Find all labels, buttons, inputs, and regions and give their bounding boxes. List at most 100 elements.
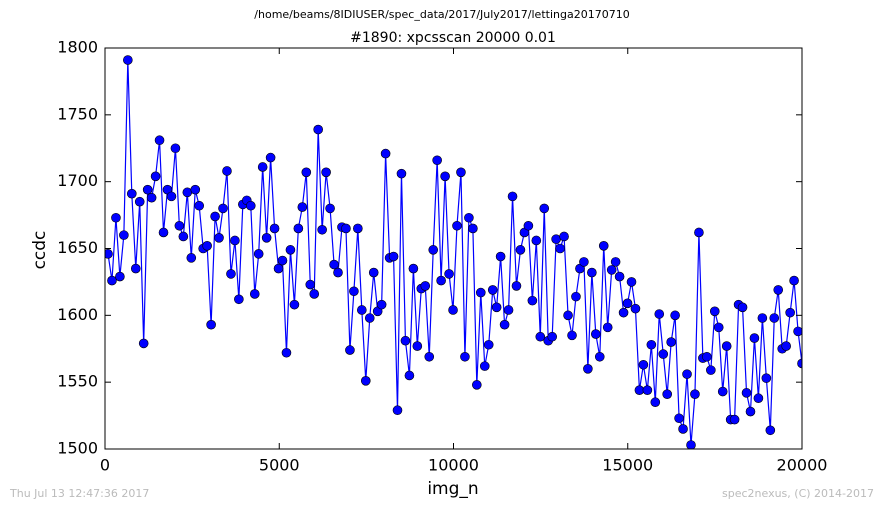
data-point <box>495 251 506 262</box>
data-point <box>618 307 629 318</box>
y-tick-label: 1800 <box>57 38 98 57</box>
data-point <box>392 405 403 416</box>
data-point <box>456 167 466 178</box>
data-point <box>432 155 442 166</box>
data-point <box>479 361 490 371</box>
data-point <box>341 223 351 234</box>
data-point <box>567 330 577 341</box>
data-point <box>666 337 676 347</box>
data-point <box>452 220 462 231</box>
data-point <box>329 259 339 270</box>
data-point <box>214 233 224 243</box>
data-point <box>606 265 617 275</box>
data-point <box>230 235 240 246</box>
data-point <box>709 306 720 317</box>
data-point <box>475 287 486 298</box>
data-point <box>170 143 181 154</box>
data-point <box>650 397 661 408</box>
data-point <box>174 220 185 231</box>
y-tick-label: 1650 <box>57 238 98 257</box>
data-point <box>123 55 133 65</box>
data-point <box>551 234 561 244</box>
data-point <box>674 413 684 424</box>
data-point <box>555 243 565 254</box>
y-tick-label: 1700 <box>57 171 98 190</box>
data-point <box>285 245 296 255</box>
data-point <box>226 269 236 279</box>
data-point <box>313 124 323 135</box>
data-point <box>218 203 228 214</box>
data-point <box>265 152 276 163</box>
data-point <box>273 263 284 274</box>
data-point <box>448 305 458 315</box>
x-tick-label: 0 <box>100 456 110 475</box>
y-axis-label: ccdc <box>30 231 50 270</box>
data-point <box>178 231 189 242</box>
data-point <box>119 230 129 240</box>
data-point <box>182 187 193 198</box>
x-tick-label: 10000 <box>428 456 479 475</box>
data-point <box>610 257 621 267</box>
data-point <box>261 233 272 243</box>
data-point <box>150 171 161 182</box>
data-point <box>222 166 232 176</box>
data-point <box>154 135 165 146</box>
data-point <box>277 255 288 266</box>
data-point <box>547 331 557 342</box>
data-point <box>130 263 141 274</box>
data-point <box>753 393 764 404</box>
data-point <box>535 331 546 342</box>
data-point <box>706 365 716 375</box>
data-point <box>670 310 680 321</box>
data-point <box>741 388 752 398</box>
data-point <box>249 289 260 299</box>
x-axis-label: img_n <box>427 479 478 499</box>
data-point <box>464 212 474 223</box>
data-point <box>404 370 415 381</box>
data-point <box>773 285 784 295</box>
y-tick-label: 1750 <box>57 104 98 123</box>
data-point <box>360 376 371 386</box>
data-point <box>357 305 367 315</box>
data-point <box>749 333 760 343</box>
data-point <box>487 285 498 295</box>
data-point <box>257 162 268 172</box>
data-point <box>614 271 625 282</box>
data-point <box>694 227 704 238</box>
data-point <box>269 223 280 234</box>
data-point <box>388 251 399 262</box>
data-point <box>797 358 802 369</box>
data-point <box>349 286 359 297</box>
plot-area <box>105 55 802 449</box>
data-point <box>107 275 117 286</box>
data-point <box>662 389 673 399</box>
data-point <box>253 249 264 259</box>
data-point <box>602 322 613 333</box>
data-point <box>531 235 542 246</box>
data-point <box>622 298 633 309</box>
data-point <box>757 313 768 323</box>
data-point <box>785 307 795 318</box>
data-point <box>301 167 312 178</box>
data-point <box>146 192 157 203</box>
data-point <box>436 275 446 286</box>
data-point <box>686 440 696 449</box>
data-point <box>721 341 732 351</box>
data-point <box>594 351 605 362</box>
data-point <box>134 196 145 207</box>
data-point <box>297 202 308 212</box>
data-point <box>309 289 320 299</box>
data-point <box>245 200 256 211</box>
data-point <box>428 245 439 255</box>
data-point <box>289 299 300 310</box>
data-point <box>626 277 637 287</box>
data-point <box>678 424 688 434</box>
x-tick-label: 15000 <box>602 456 653 475</box>
data-point <box>440 171 450 182</box>
data-point <box>412 341 423 351</box>
data-point <box>761 373 772 383</box>
data-point <box>424 351 435 362</box>
data-point <box>630 303 641 314</box>
data-point <box>579 257 589 267</box>
data-point <box>583 363 593 374</box>
